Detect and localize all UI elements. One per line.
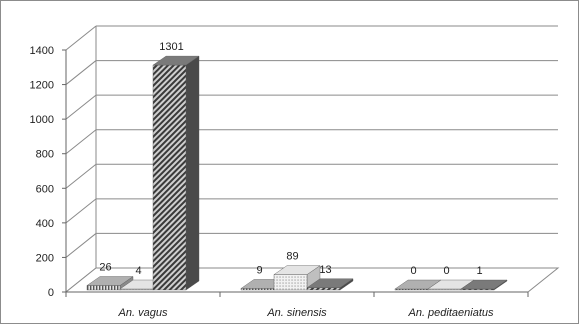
data-label: 1301 xyxy=(159,41,183,53)
bars xyxy=(86,55,508,291)
gridline-diagonal xyxy=(65,198,97,224)
data-label: 13 xyxy=(319,264,331,276)
bar-front xyxy=(240,288,275,291)
y-tick-label: 1000 xyxy=(30,114,54,126)
bar-top xyxy=(273,265,321,275)
data-label: 1 xyxy=(476,265,482,277)
bar-front xyxy=(273,274,308,291)
y-tick-label: 400 xyxy=(36,218,54,230)
data-label: 0 xyxy=(443,265,449,277)
bar-front xyxy=(306,287,341,291)
gridline-diagonal xyxy=(65,163,97,189)
data-label: 9 xyxy=(256,264,262,276)
y-tick-label: 1400 xyxy=(30,45,54,57)
bar xyxy=(460,279,508,291)
bar-side xyxy=(185,55,200,291)
y-tick-label: 1200 xyxy=(30,80,54,92)
x-tick-label: An. peditaeniatus xyxy=(407,307,494,319)
y-tick-label: 600 xyxy=(36,183,54,195)
gridline-diagonal xyxy=(65,129,97,155)
bar-top xyxy=(460,279,508,290)
data-label: 4 xyxy=(135,265,141,277)
bar-top xyxy=(152,55,200,66)
data-label: 26 xyxy=(99,262,111,274)
x-tick-label: An. sinensis xyxy=(266,307,327,319)
gridline-diagonal xyxy=(65,233,97,258)
x-tick-label: An. vagus xyxy=(118,307,168,319)
y-tick-label: 0 xyxy=(48,287,54,299)
data-labels: 26 4 1301 9 89 13 0 0 1 xyxy=(99,41,482,277)
bar-top xyxy=(86,276,134,286)
y-tick-label: 800 xyxy=(36,149,54,161)
bar-top xyxy=(306,278,354,288)
gridline-diagonal xyxy=(65,94,97,120)
y-tick-label: 200 xyxy=(36,252,54,264)
gridline-diagonal xyxy=(65,25,97,51)
data-label: 0 xyxy=(410,265,416,277)
bar xyxy=(306,278,354,291)
bar xyxy=(152,55,200,291)
bar-front xyxy=(152,64,187,291)
data-label: 89 xyxy=(286,251,298,263)
bar-front xyxy=(86,285,121,291)
gridlines xyxy=(65,25,558,293)
gridline-diagonal xyxy=(65,60,97,85)
